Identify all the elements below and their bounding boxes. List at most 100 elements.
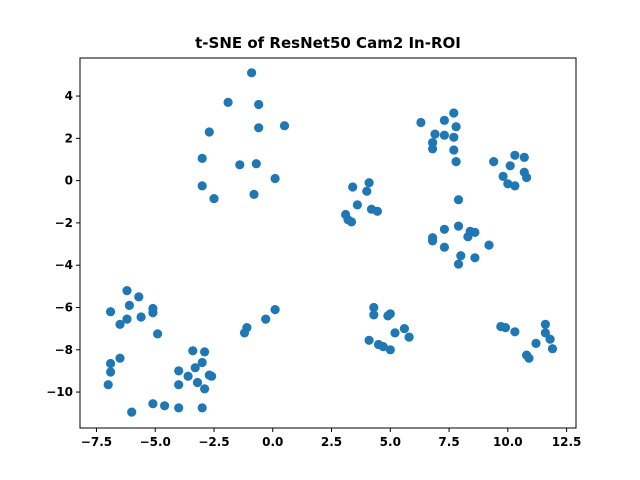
data-point — [153, 329, 163, 339]
data-point — [489, 157, 499, 167]
data-point — [451, 122, 461, 132]
data-point — [439, 130, 449, 140]
data-point — [385, 345, 395, 355]
data-point — [160, 401, 170, 411]
data-point — [540, 328, 551, 338]
x-tick-label: 2.5 — [321, 435, 342, 449]
data-point — [390, 328, 400, 338]
x-tick-label: 0.0 — [262, 435, 283, 449]
data-point — [453, 195, 464, 205]
data-point — [247, 68, 257, 78]
data-point — [115, 319, 125, 329]
data-point — [470, 253, 480, 263]
data-point — [270, 305, 280, 315]
x-tick-label: 5.0 — [380, 435, 401, 449]
data-point — [115, 353, 125, 363]
plot-frame — [79, 57, 577, 429]
data-point — [449, 108, 459, 118]
x-tick-label: 10.0 — [493, 435, 523, 449]
data-point — [364, 335, 374, 345]
data-point — [148, 399, 158, 409]
data-point — [378, 342, 388, 352]
data-point — [270, 173, 280, 184]
data-point — [449, 132, 459, 142]
data-point — [352, 200, 362, 210]
y-tick-label: −6 — [55, 300, 73, 314]
data-point — [197, 181, 207, 191]
data-point — [204, 127, 214, 137]
data-point — [503, 179, 513, 189]
x-tick-label: −5.0 — [140, 435, 171, 449]
data-point — [404, 332, 414, 342]
data-point — [463, 232, 473, 242]
data-point — [188, 346, 198, 356]
data-point — [439, 224, 449, 234]
data-point — [254, 99, 264, 110]
data-point — [106, 307, 116, 317]
data-point — [122, 286, 132, 296]
data-point — [346, 217, 357, 227]
data-point — [192, 377, 203, 388]
chart-title: t-SNE of ResNet50 Cam2 In-ROI — [195, 34, 461, 52]
x-tick-label: −7.5 — [81, 435, 112, 449]
data-point — [383, 311, 393, 321]
data-point — [261, 314, 271, 324]
data-point — [547, 344, 558, 354]
data-point — [183, 371, 193, 381]
data-point — [369, 302, 379, 313]
data-point — [510, 181, 520, 191]
data-point — [510, 150, 520, 160]
data-point — [136, 312, 146, 322]
data-point — [453, 221, 464, 231]
y-tick-label: 4 — [65, 89, 73, 103]
data-point — [279, 121, 290, 131]
data-point — [510, 327, 520, 337]
data-point — [470, 227, 480, 237]
data-point — [251, 159, 261, 169]
x-tick-label: −2.5 — [198, 435, 229, 449]
ticks-layer: −7.5 −5.0 −2.5 0.0 2.5 5.0 7.5 10.0 12.5 4 2 0 −2 −4 −… — [46, 89, 581, 449]
data-point — [103, 380, 113, 390]
data-point — [453, 259, 464, 269]
data-point — [428, 144, 438, 154]
data-point — [522, 172, 532, 183]
data-point — [364, 178, 374, 188]
data-point — [524, 353, 534, 363]
data-point — [239, 328, 250, 338]
y-tick-label: −8 — [55, 343, 73, 357]
data-point — [428, 138, 438, 148]
data-point — [430, 129, 440, 139]
data-point — [416, 117, 426, 128]
data-point — [127, 407, 137, 417]
data-point — [106, 358, 116, 369]
data-point — [235, 160, 245, 170]
data-point — [456, 251, 466, 261]
data-point — [174, 380, 184, 390]
y-tick-label: −4 — [55, 258, 73, 272]
data-point — [200, 384, 210, 394]
y-tick-label: 2 — [65, 131, 73, 145]
data-point — [254, 123, 264, 133]
data-point — [122, 314, 132, 324]
points-layer — [103, 68, 558, 417]
data-point — [124, 300, 134, 310]
x-tick-label: 12.5 — [552, 435, 582, 449]
data-point — [197, 403, 207, 413]
y-tick-label: −10 — [46, 385, 73, 399]
data-point — [540, 319, 551, 329]
data-point — [428, 236, 438, 246]
data-point — [348, 182, 358, 192]
data-point — [134, 292, 144, 302]
data-point — [439, 115, 449, 125]
data-point — [519, 152, 529, 162]
data-point — [362, 186, 372, 196]
data-point — [174, 366, 184, 376]
data-point — [451, 157, 461, 167]
data-point — [197, 153, 207, 163]
y-tick-label: 0 — [65, 174, 73, 188]
data-point — [372, 206, 382, 216]
data-point — [399, 324, 409, 334]
data-point — [449, 145, 459, 155]
data-point — [545, 334, 555, 344]
